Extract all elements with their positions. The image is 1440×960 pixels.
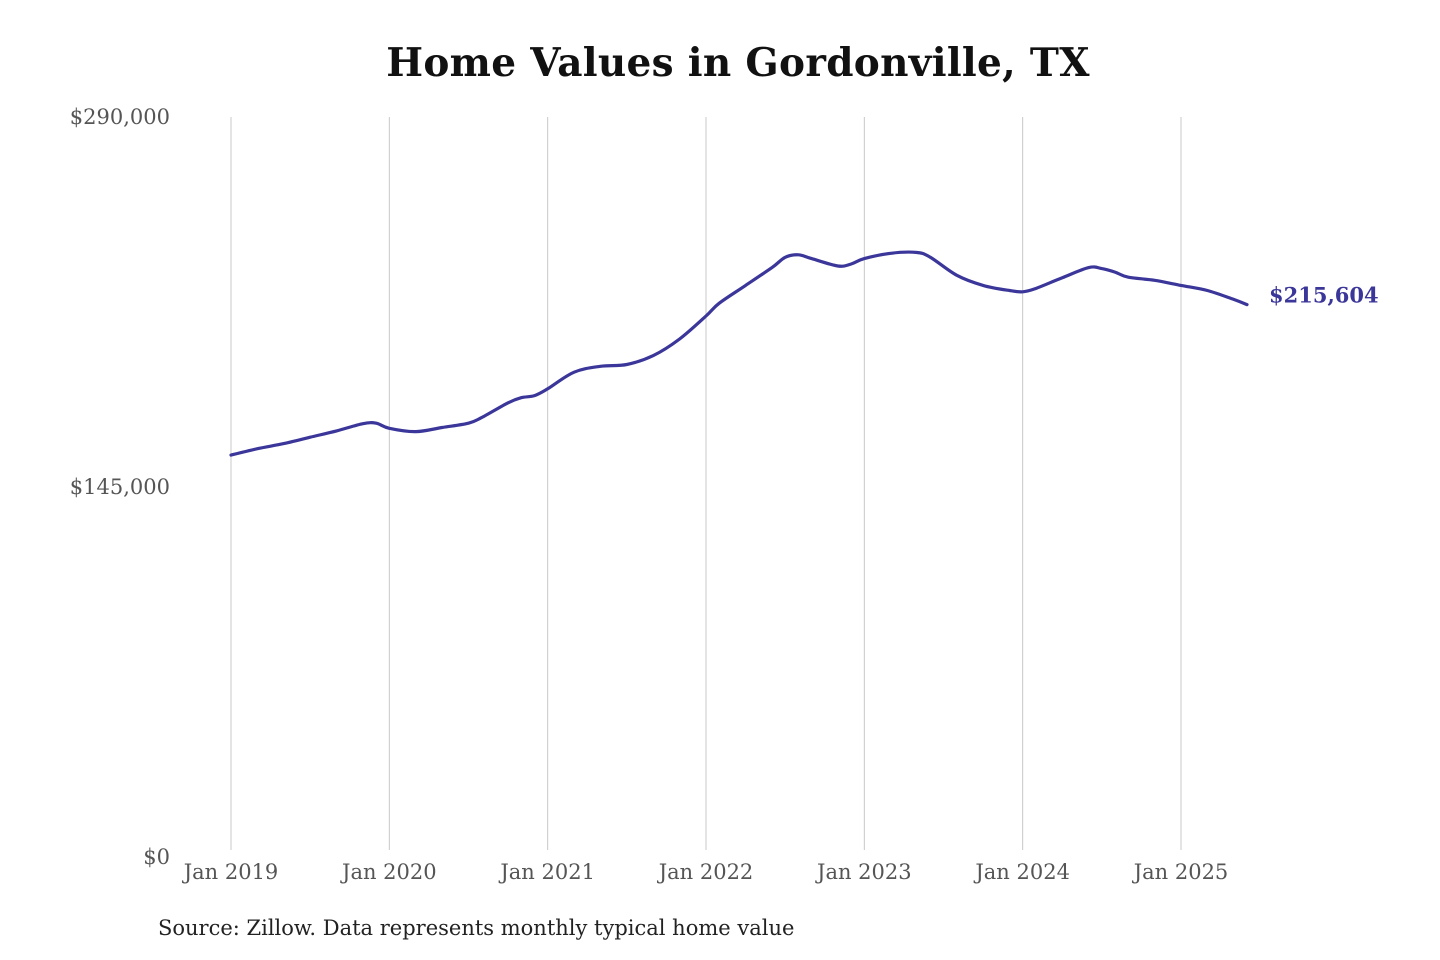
source-note: Source: Zillow. Data represents monthly … [158,916,795,940]
y-tick-label: $290,000 [70,105,170,129]
y-axis: $0 $145,000 $290,000 [70,105,170,869]
x-tick-label: Jan 2021 [498,860,595,884]
x-tick-label: Jan 2022 [657,860,754,884]
end-value-label: $215,604 [1269,283,1379,308]
x-tick-label: Jan 2020 [340,860,437,884]
grid-layer [230,117,1182,850]
x-tick-label: Jan 2024 [973,860,1070,884]
chart-title: Home Values in Gordonville, TX [386,40,1090,86]
x-tick-label: Jan 2025 [1132,860,1229,884]
y-tick-label: $145,000 [70,475,170,499]
series-layer [229,250,1249,457]
x-axis: Jan 2019 Jan 2020 Jan 2021 Jan 2022 Jan 2023… [182,860,1229,884]
x-tick-label: Jan 2023 [815,860,912,884]
y-tick-label: $0 [143,845,170,869]
x-tick-label: Jan 2019 [182,860,279,884]
series-line [229,250,1249,457]
